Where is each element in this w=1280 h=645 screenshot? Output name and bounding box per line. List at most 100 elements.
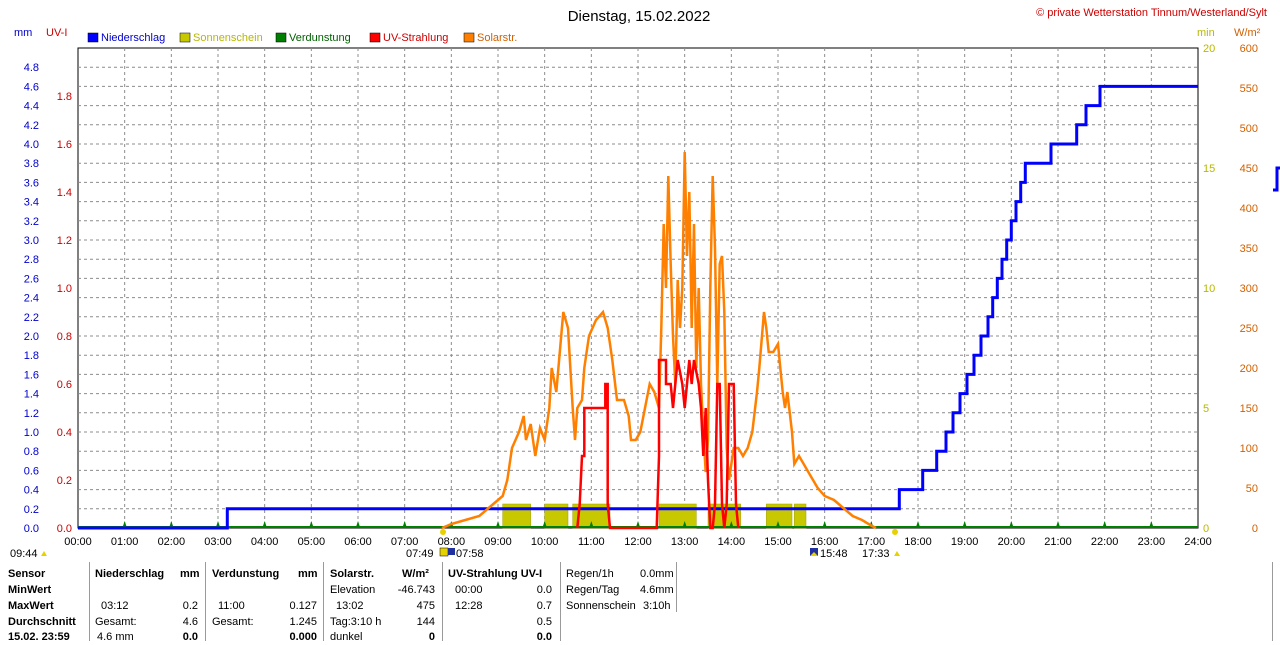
- evaporation-marker: [309, 521, 314, 527]
- verdunstung-gesamt-value: 1.245: [289, 616, 317, 628]
- y-tick-label-wm2: 250: [1240, 323, 1258, 335]
- legend-swatch: [179, 32, 191, 43]
- y-tick-label-uv: 0.6: [57, 379, 72, 391]
- y-tick-label-wm2: 200: [1240, 363, 1258, 375]
- axis-unit-uv: UV-I: [46, 27, 67, 39]
- y-tick-label-min: 15: [1203, 163, 1215, 175]
- stats-separator: [442, 562, 443, 641]
- evaporation-marker: [1149, 521, 1154, 527]
- y-tick-label-mm: 2.4: [24, 293, 39, 305]
- evaporation-marker: [262, 521, 267, 527]
- verdunstung-last-b: 0.000: [289, 631, 317, 643]
- solar-elevation-label: Elevation: [330, 584, 376, 596]
- evaporation-marker: [122, 521, 127, 527]
- stats-header-sensor: Sensor: [8, 568, 46, 580]
- solar-dunkel-label: dunkel: [330, 631, 363, 643]
- x-tick-label: 20:00: [998, 536, 1026, 548]
- y-tick-label-mm: 1.6: [24, 369, 39, 381]
- uv-last-value: 0.0: [536, 631, 552, 643]
- x-tick-label: 17:00: [858, 536, 886, 548]
- x-tick-label: 09:00: [484, 536, 512, 548]
- sunrise-icon: [448, 548, 455, 555]
- y-tick-label-uv: 1.4: [57, 187, 72, 199]
- series-niederschlag: [78, 84, 1198, 530]
- verdunstung-gesamt-label: Gesamt:: [212, 616, 254, 628]
- sunrise-time-2: 07:58: [456, 548, 484, 560]
- stats-header-solar: Solarstr.: [330, 568, 375, 580]
- evaporation-marker: [729, 521, 734, 527]
- stats-row-max: MaxWert: [8, 600, 54, 612]
- x-tick-label: 08:00: [438, 536, 466, 548]
- axis-unit-min: min: [1197, 27, 1215, 39]
- moon-icon: [41, 551, 47, 556]
- y-tick-label-uv: 1.0: [57, 283, 72, 295]
- x-tick-label: 15:00: [764, 536, 792, 548]
- statistics-table: Sensor MinWert MaxWert Durchschnitt 15.0…: [0, 562, 1280, 643]
- moonset-icon: [894, 551, 900, 556]
- y-tick-label-mm: 2.6: [24, 273, 39, 285]
- y-tick-label-mm: 0.2: [24, 504, 39, 516]
- y-tick-label-min: 20: [1203, 43, 1215, 55]
- solar-tag-label: Tag:3:10 h: [330, 616, 382, 628]
- x-tick-label: 12:00: [624, 536, 652, 548]
- solar-tag-value: 144: [416, 616, 435, 628]
- legend-swatch: [87, 32, 99, 43]
- y-tick-label-uv: 0.0: [57, 523, 72, 535]
- y-tick-label-mm: 4.6: [24, 81, 39, 93]
- stats-row-avg: Durchschnitt: [8, 616, 76, 628]
- legend-swatch: [369, 32, 381, 43]
- sunrise-icon: [439, 547, 449, 557]
- x-tick-label: 04:00: [251, 536, 279, 548]
- sonnenschein-label: Sonnenschein: [566, 600, 636, 612]
- stats-separator: [89, 562, 90, 641]
- x-tick-label: 14:00: [718, 536, 746, 548]
- x-tick-label: 06:00: [344, 536, 372, 548]
- evaporation-marker: [402, 521, 407, 527]
- x-tick-label: 07:00: [391, 536, 419, 548]
- regen-1h-label: Regen/1h: [566, 568, 614, 580]
- evaporation-marker: [589, 521, 594, 527]
- evaporation-marker: [1102, 521, 1107, 527]
- y-tick-label-wm2: 450: [1240, 163, 1258, 175]
- legend-label: Sonnenschein: [193, 32, 263, 44]
- x-tick-label: 02:00: [158, 536, 186, 548]
- evaporation-marker: [822, 521, 827, 527]
- y-tick-label-mm: 0.6: [24, 465, 39, 477]
- regen-tag-label: Regen/Tag: [566, 584, 620, 596]
- y-tick-label-wm2: 350: [1240, 243, 1258, 255]
- evaporation-marker: [1009, 521, 1014, 527]
- y-tick-label-mm: 4.2: [24, 120, 39, 132]
- sonnenschein-value: 3:10h: [643, 600, 671, 612]
- stats-row-date: 15.02. 23:59: [8, 631, 70, 643]
- x-tick-label: 24:00: [1184, 536, 1212, 548]
- uv-min-value: 0.0: [536, 584, 552, 596]
- legend-label: Solarstr.: [477, 32, 517, 44]
- uv-avg-value: 0.5: [536, 616, 552, 628]
- y-tick-label-min: 5: [1203, 403, 1209, 415]
- axis-unit-wm2: W/m²: [1234, 27, 1261, 39]
- y-tick-label-wm2: 550: [1240, 83, 1258, 95]
- sunrise-time: 07:49: [406, 548, 434, 560]
- series-niederschlag-edge: [1273, 166, 1280, 192]
- x-tick-label: 16:00: [811, 536, 839, 548]
- x-tick-label: 05:00: [298, 536, 326, 548]
- stats-separator: [323, 562, 324, 641]
- uv-min-time: 00:00: [455, 584, 483, 596]
- y-tick-label-mm: 3.8: [24, 158, 39, 170]
- evaporation-marker: [1056, 521, 1060, 527]
- x-tick-label: 13:00: [671, 536, 699, 548]
- evaporation-marker: [496, 521, 500, 527]
- series-uv-strahlung: [576, 358, 740, 530]
- y-tick-label-wm2: 300: [1240, 283, 1258, 295]
- solar-max-value: 475: [416, 600, 435, 612]
- y-tick-label-wm2: 500: [1240, 123, 1258, 135]
- solar-dunkel-value: 0: [428, 631, 435, 643]
- y-tick-label-mm: 4.8: [24, 62, 39, 74]
- y-tick-label-uv: 0.8: [57, 331, 72, 343]
- x-tick-label: 03:00: [204, 536, 232, 548]
- stats-separator: [676, 562, 677, 612]
- axis-unit-mm: mm: [14, 27, 32, 39]
- y-tick-label-wm2: 50: [1246, 483, 1258, 495]
- y-tick-label-mm: 2.8: [24, 254, 39, 266]
- niederschlag-last-b: 0.0: [182, 631, 198, 643]
